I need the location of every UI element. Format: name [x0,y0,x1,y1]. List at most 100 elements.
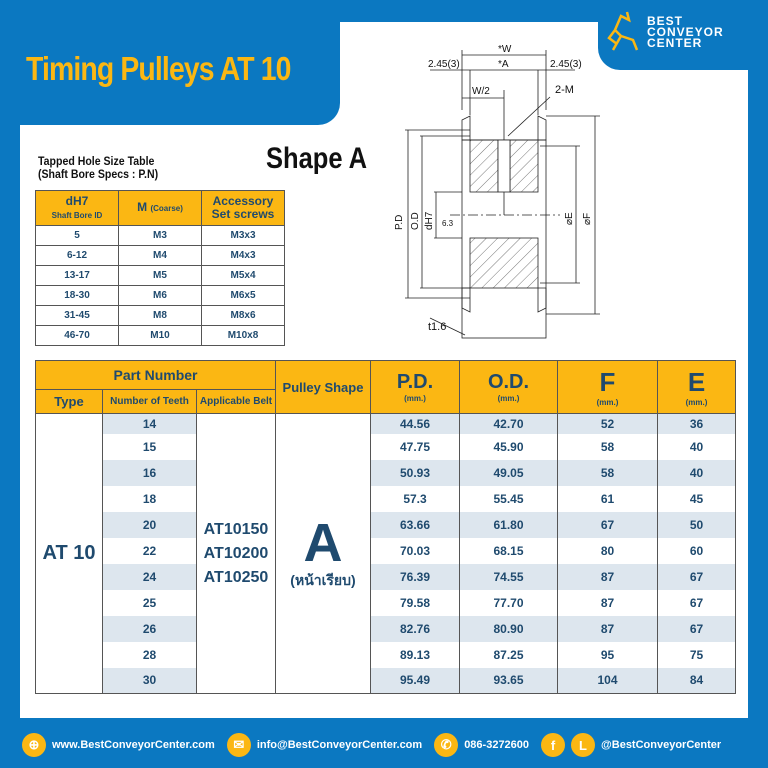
table-row: 20 63.66 61.80 67 50 [36,511,736,538]
footer: ⊕ www.BestConveyorCenter.com ✉ info@Best… [0,730,768,760]
social-handle[interactable]: @BestConveyorCenter [601,739,722,751]
e-cell: 40 [657,433,736,460]
table-row: 15 47.75 45.90 58 40 [36,433,736,460]
header-set-screws: Accessory Set screws [201,190,285,226]
globe-icon: ⊕ [22,733,46,757]
f-cell: 95 [557,641,658,668]
f-cell: 58 [557,433,658,460]
table-cell: M4x3 [201,245,285,266]
header-dh7: dH7 Shaft Bore ID [35,190,119,226]
title-tab [0,0,340,125]
table-row: 5 M3 M3x3 [35,225,285,246]
e-cell: 36 [657,413,736,434]
label-right-offset: 2.45(3) [550,59,582,70]
tapped-table-title: Tapped Hole Size Table (Shaft Bore Specs… [38,155,158,181]
label-f: ⌀F [582,213,593,225]
table-row: 24 76.39 74.55 87 67 [36,563,736,590]
mail-icon: ✉ [226,733,251,757]
pd-cell: 82.76 [370,615,460,642]
pd-cell: 89.13 [370,641,460,668]
od-cell: 80.90 [459,615,558,642]
belt-code: AT10150 [203,520,269,538]
website-link[interactable]: www.BestConveyorCenter.com [52,739,215,751]
pd-cell: 47.75 [370,433,460,460]
pd-cell: 70.03 [370,537,460,564]
e-cell: 40 [657,459,736,486]
e-cell: 50 [657,511,736,538]
facebook-icon[interactable]: f [541,733,566,757]
table-cell: M6 [118,285,202,306]
e-cell: 67 [657,563,736,590]
table-cell: M5x4 [201,265,285,286]
table-cell: M10x8 [201,325,285,346]
label-roughness: 6.3 [442,219,454,228]
teeth-cell: 24 [102,563,197,590]
pd-cell: 57.3 [370,485,460,512]
table-row: 30 95.49 93.65 104 84 [36,667,736,694]
od-cell: 93.65 [459,667,558,694]
e-cell: 45 [657,485,736,512]
teeth-cell: 18 [102,485,197,512]
f-cell: 61 [557,485,658,512]
e-cell: 84 [657,667,736,694]
od-cell: 45.90 [459,433,558,460]
table-cell: M6x5 [201,285,285,306]
table-row: 26 82.76 80.90 87 67 [36,615,736,642]
f-cell: 104 [557,667,658,694]
e-cell: 60 [657,537,736,564]
header-f: F (mm.) [557,360,658,414]
e-cell: 67 [657,589,736,616]
pulley-drawing: *W *A 2.45(3) 2.45(3) W/2 2-M P.D O.D dH… [394,44,600,339]
label-thickness: t1.6 [428,321,446,333]
logo-line: CENTER [647,35,703,50]
table-cell: 18-30 [35,285,119,306]
teeth-cell: 25 [102,589,197,616]
f-cell: 87 [557,615,658,642]
tapped-subtitle: (Shaft Bore Specs : P.N) [38,167,159,181]
label-left-offset: 2.45(3) [428,59,460,70]
table-cell: 6-12 [35,245,119,266]
shape-title: Shape A [266,142,368,175]
table-cell: M3 [118,225,202,246]
table-row: 18 57.3 55.45 61 45 [36,485,736,512]
table-row: 46-70 M10 M10x8 [35,325,285,346]
f-cell: 52 [557,413,658,434]
line-icon[interactable]: L [571,733,596,757]
label-dh7: dH7 [424,211,435,230]
table-cell: 13-17 [35,265,119,286]
header-belt: Applicable Belt [196,389,276,414]
table-row: 18-30 M6 M6x5 [35,285,285,306]
belt-code: AT10250 [203,568,269,586]
pd-cell: 50.93 [370,459,460,486]
logo-tab [598,0,768,70]
header-type: Type [35,389,103,414]
table-cell: M8 [118,305,202,326]
teeth-cell: 20 [102,511,197,538]
specs-table: Part Number Pulley Shape P.D. (mm.) O.D.(… [35,360,736,694]
teeth-cell: 14 [102,413,197,434]
header-e: E (mm.) [657,360,736,414]
header-teeth: Number of Teeth [102,389,197,414]
table-row: 13-17 M5 M5x4 [35,265,285,286]
f-cell: 67 [557,511,658,538]
od-cell: 55.45 [459,485,558,512]
phone-number[interactable]: 086-3272600 [464,739,530,751]
od-cell: 49.05 [459,459,558,486]
header-pulley-shape: Pulley Shape [275,360,371,414]
header-od: O.D. (mm.) [459,360,558,414]
label-pd: P.D [394,215,405,230]
header-pd: P.D. (mm.) [370,360,460,414]
logo-line: CONVEYOR [647,24,724,39]
teeth-cell: 16 [102,459,197,486]
e-cell: 67 [657,615,736,642]
label-a: *A [498,59,509,70]
table-cell: M8x6 [201,305,285,326]
horse-logo-icon [607,11,639,51]
email-link[interactable]: info@BestConveyorCenter.com [256,739,423,751]
brand-logo: BEST CONVEYOR CENTER [607,10,724,54]
header-part-number: Part Number [35,360,276,390]
table-row: 25 79.58 77.70 87 67 [36,589,736,616]
teeth-cell: 26 [102,615,197,642]
f-cell: 87 [557,589,658,616]
table-cell: M10 [118,325,202,346]
